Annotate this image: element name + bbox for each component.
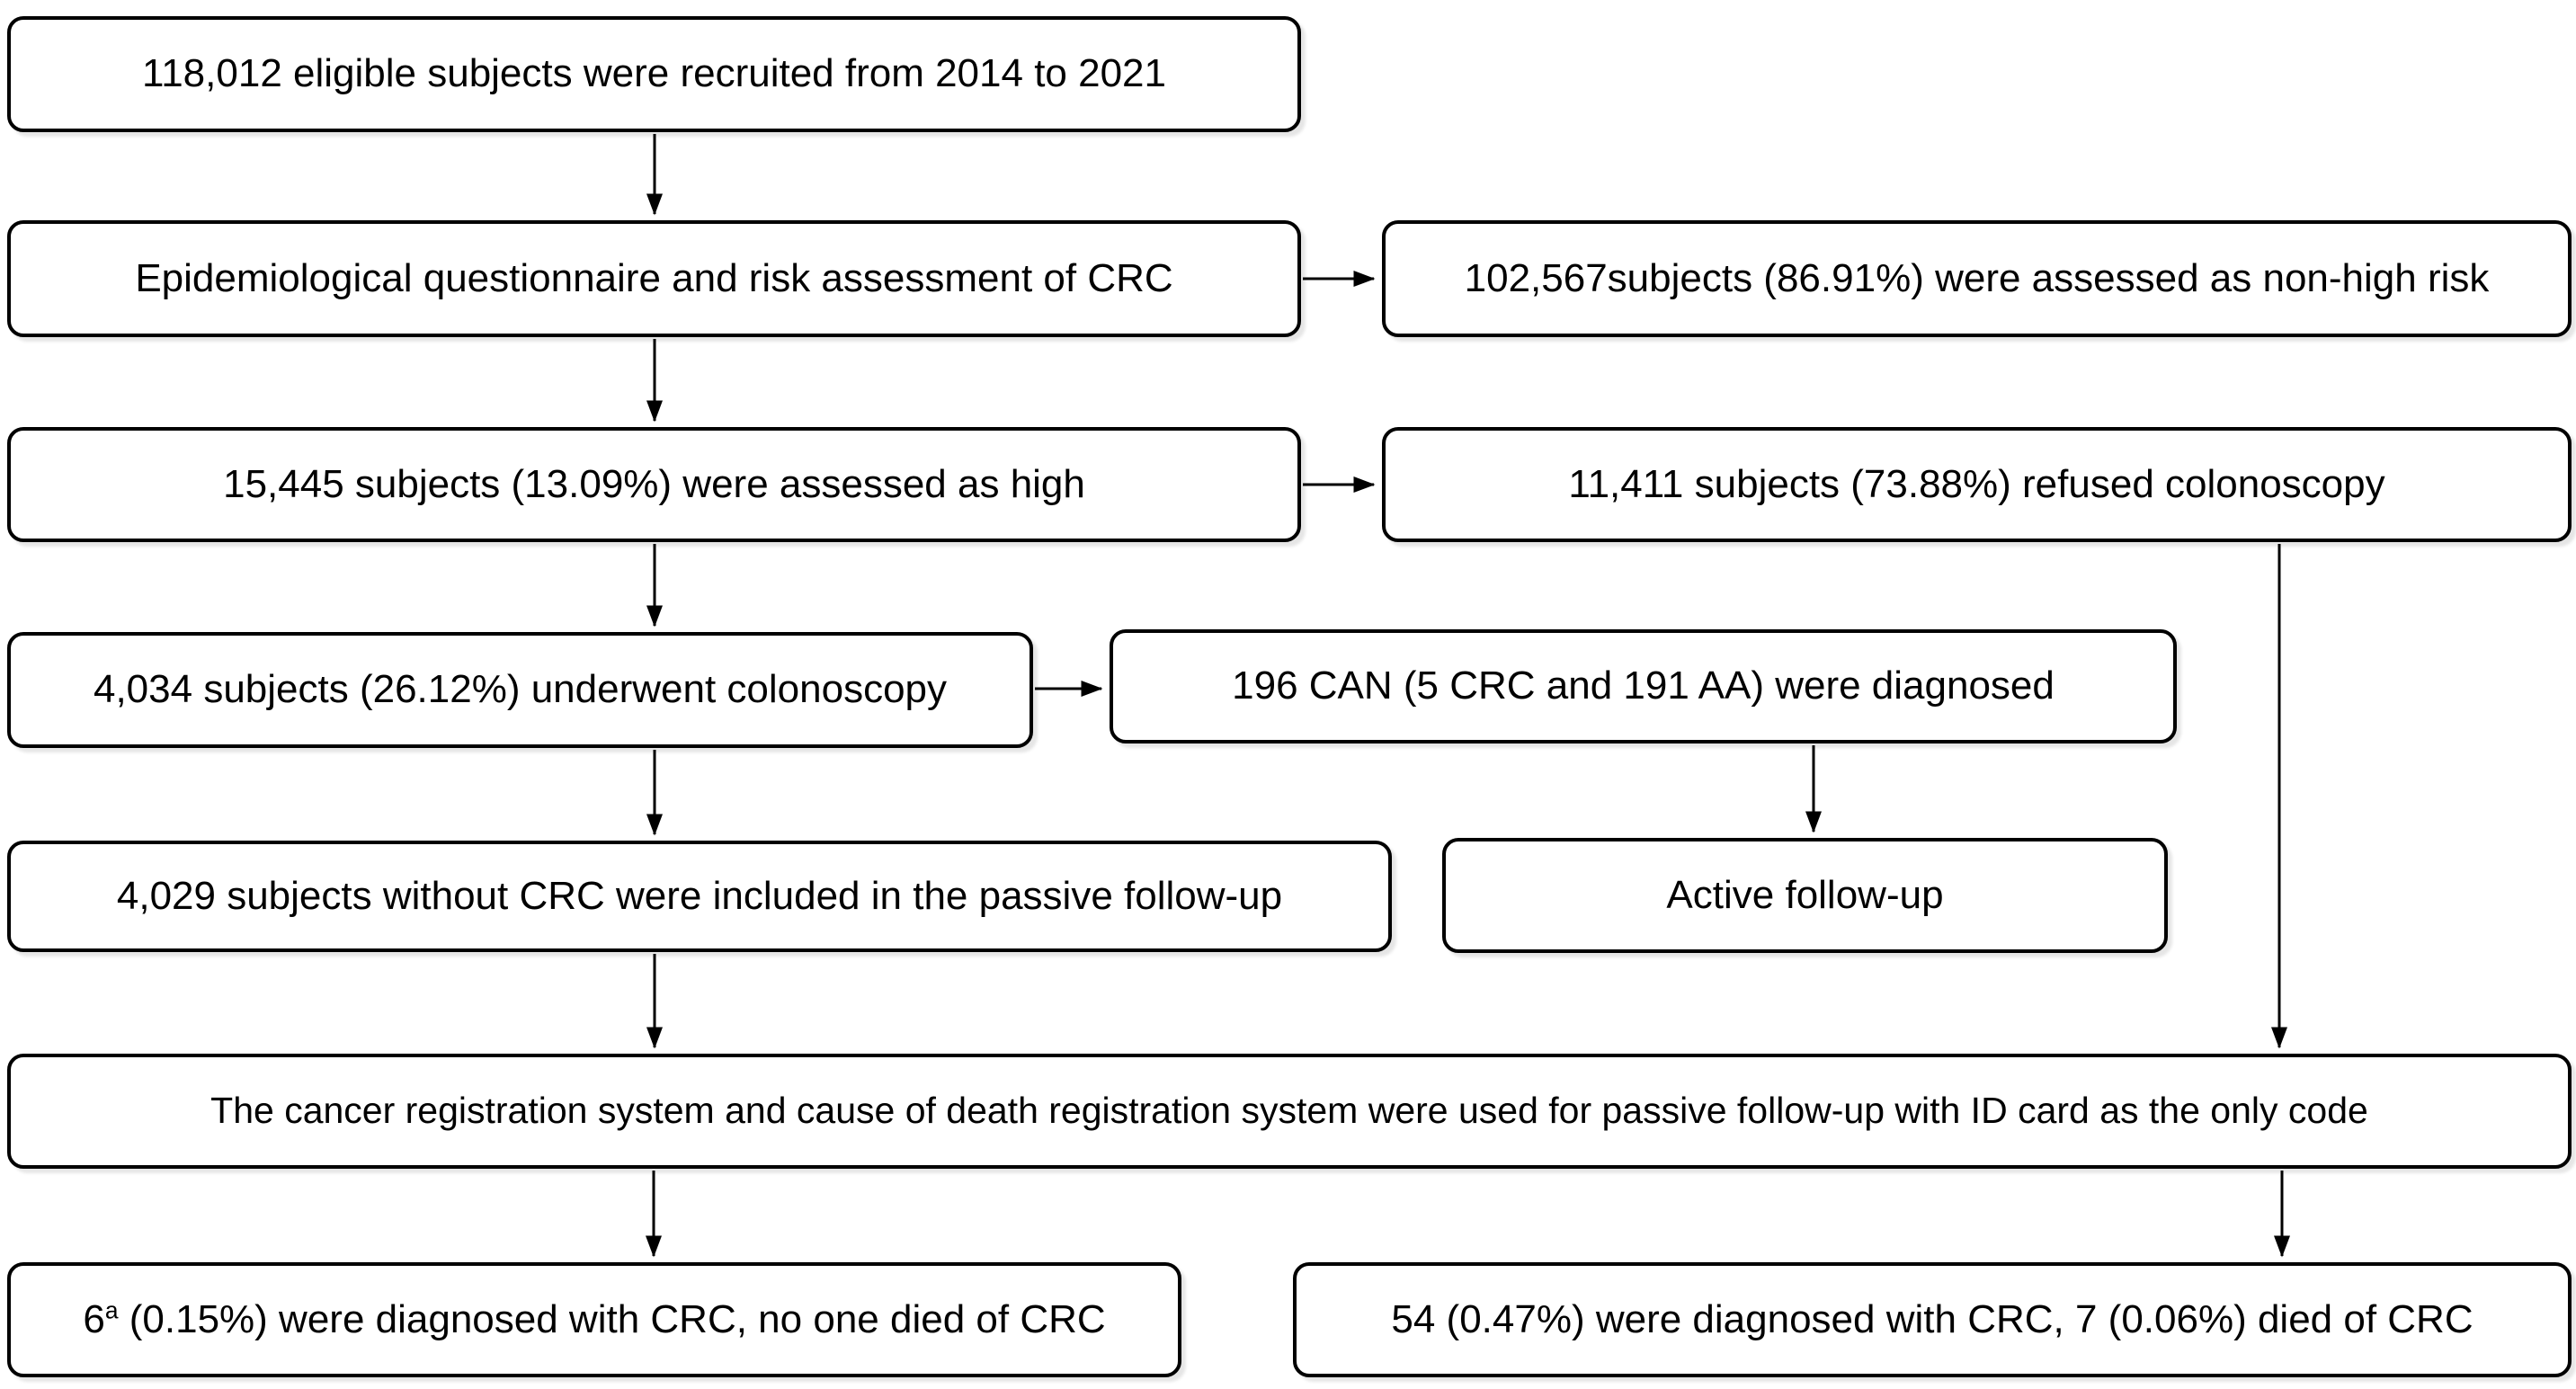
node-questionnaire-label: Epidemiological questionnaire and risk a… [135,255,1173,300]
node-questionnaire-risk-assessment: Epidemiological questionnaire and risk a… [7,220,1301,337]
node-high-risk-label: 15,445 subjects (13.09%) were assessed a… [223,461,1085,506]
passive-outcome-base: 6 [83,1296,105,1341]
node-refused-colonoscopy: 11,411 subjects (73.88%) refused colonos… [1382,427,2572,542]
node-passive-cohort-label: 4,029 subjects without CRC were included… [116,873,1283,918]
node-recruited-label: 118,012 eligible subjects were recruited… [142,51,1166,96]
node-passive-followup-cohort: 4,029 subjects without CRC were included… [7,841,1392,952]
node-colonoscopy-label: 4,034 subjects (26.12%) underwent colono… [93,667,948,712]
node-passive-outcome-label: 6a (0.15%) were diagnosed with CRC, no o… [83,1296,1106,1341]
node-refused-outcome-label: 54 (0.47%) were diagnosed with CRC, 7 (0… [1391,1296,2473,1341]
node-non-high-risk: 102,567subjects (86.91%) were assessed a… [1382,220,2572,337]
node-registry-label: The cancer registration system and cause… [210,1090,2368,1132]
node-active-followup: Active follow-up [1442,838,2168,953]
passive-outcome-footnote-marker: a [104,1296,119,1324]
node-can-diagnosed: 196 CAN (5 CRC and 191 AA) were diagnose… [1110,629,2177,743]
node-can-diagnosed-label: 196 CAN (5 CRC and 191 AA) were diagnose… [1232,663,2055,708]
node-passive-followup-outcome: 6a (0.15%) were diagnosed with CRC, no o… [7,1262,1181,1377]
node-active-followup-label: Active follow-up [1666,872,1944,917]
node-assessed-high-risk: 15,445 subjects (13.09%) were assessed a… [7,427,1301,542]
node-non-high-risk-label: 102,567subjects (86.91%) were assessed a… [1464,255,2490,300]
node-refused-label: 11,411 subjects (73.88%) refused colonos… [1568,461,2385,506]
node-registry-systems: The cancer registration system and cause… [7,1054,2572,1169]
node-underwent-colonoscopy: 4,034 subjects (26.12%) underwent colono… [7,632,1033,748]
node-recruited-subjects: 118,012 eligible subjects were recruited… [7,16,1301,132]
passive-outcome-rest: (0.15%) were diagnosed with CRC, no one … [118,1296,1106,1341]
node-refused-followup-outcome: 54 (0.47%) were diagnosed with CRC, 7 (0… [1293,1262,2572,1377]
